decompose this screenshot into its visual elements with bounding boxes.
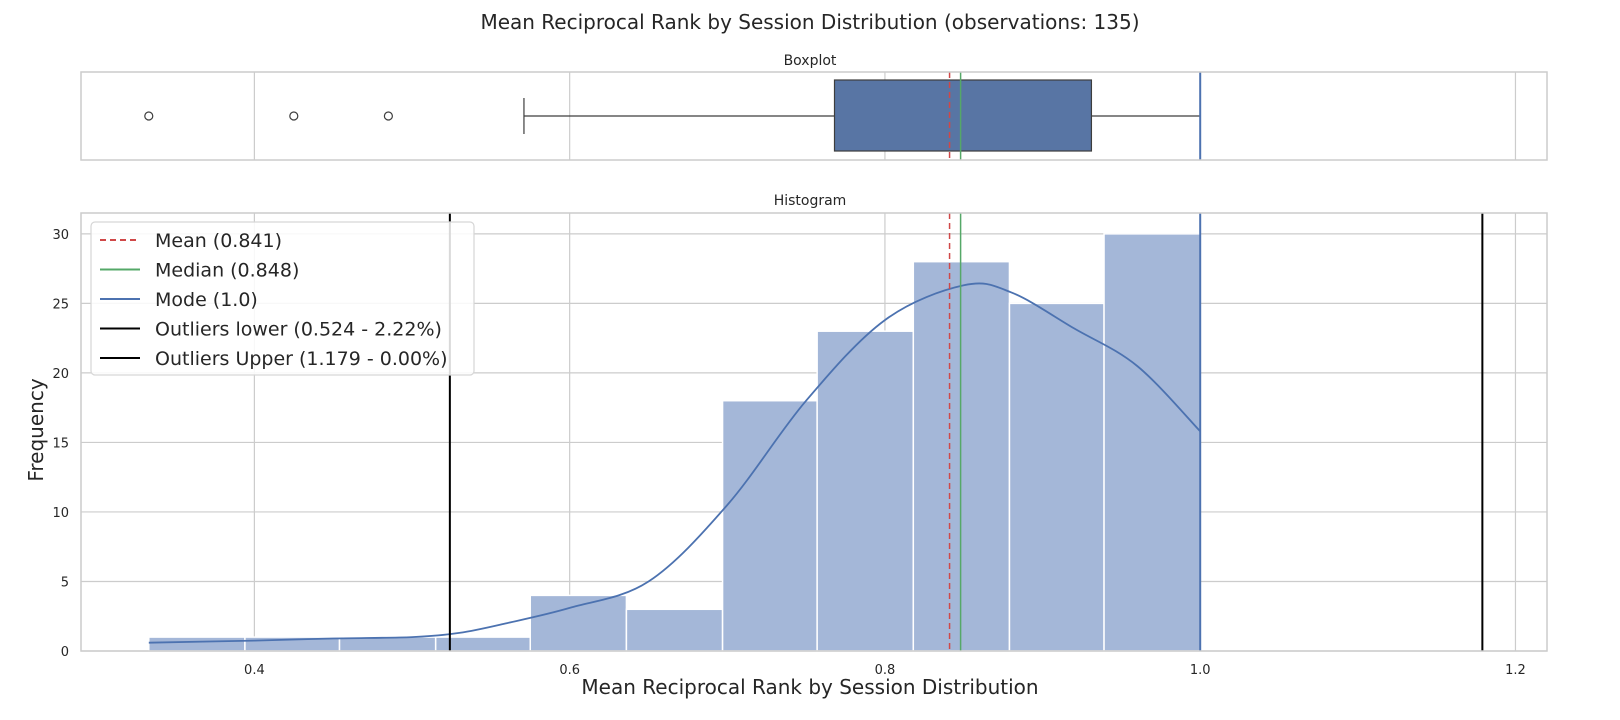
- legend-label-4: Outliers Upper (1.179 - 0.00%): [155, 348, 448, 370]
- histogram-bar-4: [529, 594, 628, 652]
- boxplot-box: [833, 79, 1093, 152]
- legend-label-3: Outliers lower (0.524 - 2.22%): [155, 319, 442, 341]
- legend-label-2: Mode (1.0): [155, 289, 258, 311]
- boxplot-flier-2: [383, 111, 393, 121]
- y-tick-label-0: 0: [61, 645, 69, 660]
- x-axis-label: Mean Reciprocal Rank by Session Distribu…: [581, 675, 1038, 699]
- legend: Mean (0.841) Median (0.848) Mode (1.0) Outl…: [90, 221, 475, 376]
- histogram-bar-10: [1103, 233, 1201, 652]
- histogram-bar-5: [625, 608, 724, 652]
- legend-label-0: Mean (0.841): [155, 230, 282, 252]
- y-tick-label-5: 25: [52, 297, 69, 312]
- histogram-frame: [80, 212, 1548, 652]
- boxplot-flier-1: [289, 111, 299, 121]
- boxplot-panel: [80, 71, 1548, 161]
- chart-title: Mean Reciprocal Rank by Session Distribu…: [480, 10, 1139, 34]
- y-tick-label-4: 20: [52, 367, 69, 382]
- legend-box: [90, 221, 475, 376]
- y-axis-label: Frequency: [24, 378, 48, 481]
- y-tick-label-3: 15: [52, 436, 69, 451]
- kde-curve: [148, 282, 1201, 644]
- x-tick-label-2: 0.8: [875, 663, 896, 678]
- boxplot-frame: [80, 71, 1548, 161]
- histogram-panel-title: Histogram: [774, 193, 847, 209]
- x-tick-label-3: 1.0: [1190, 663, 1211, 678]
- x-tick-label-1: 0.6: [559, 663, 580, 678]
- histogram-panel: 0.4 0.6 0.8 1.0 1.2 0 5 10 15 20 25 30: [52, 212, 1548, 678]
- histogram-bar-0: [148, 636, 246, 652]
- histogram-bar-6: [721, 399, 818, 652]
- x-tick-label-0: 0.4: [244, 663, 265, 678]
- legend-label-1: Median (0.848): [155, 260, 299, 282]
- x-tick-label-4: 1.2: [1505, 663, 1526, 678]
- histogram-bar-2: [338, 636, 437, 652]
- histogram-bar-7: [816, 330, 915, 652]
- y-tick-label-6: 30: [52, 228, 69, 243]
- y-tick-label-1: 5: [61, 575, 69, 590]
- boxplot-flier-0: [144, 111, 154, 121]
- y-tick-label-2: 10: [52, 506, 69, 521]
- boxplot-panel-title: Boxplot: [784, 53, 837, 69]
- histogram-bar-8: [912, 260, 1011, 652]
- histogram-bar-9: [1008, 302, 1105, 652]
